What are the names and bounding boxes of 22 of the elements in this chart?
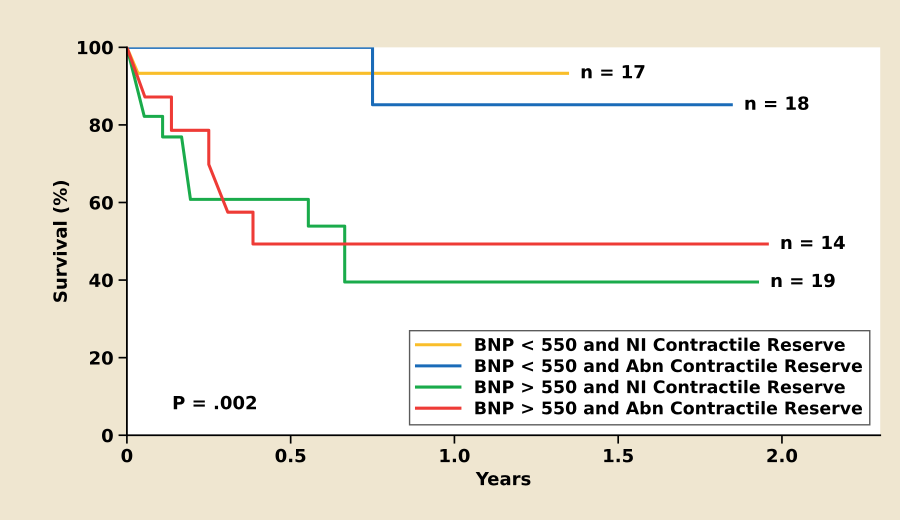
x-tick-label: 0: [121, 448, 132, 462]
y-tick-label: 0: [102, 428, 113, 442]
y-tick-label: 100: [78, 40, 113, 54]
annotation: n = 19: [772, 274, 835, 288]
legend-label: BNP > 550 and NI Contractile Reserve: [475, 380, 845, 394]
y-axis-title: Survival (%): [52, 180, 70, 302]
y-tick-label: 20: [90, 351, 113, 365]
x-tick-label: 2.0: [767, 448, 798, 462]
x-tick-label: 1.5: [604, 448, 633, 462]
annotation: P = .002: [174, 396, 256, 410]
x-tick-label: 0.5: [276, 448, 306, 462]
legend-label: BNP < 550 and NI Contractile Reserve: [475, 338, 845, 352]
annotation: n = 14: [781, 236, 845, 249]
y-tick-label: 80: [90, 118, 113, 132]
y-tick-label: 40: [89, 274, 113, 288]
x-axis-title: Years: [476, 472, 530, 486]
y-tick-label: 60: [90, 196, 113, 210]
annotation: n = 17: [582, 65, 644, 78]
legend-label: BNP > 550 and Abn Contractile Reserve: [475, 401, 862, 415]
legend-label: BNP < 550 and Abn Contractile Reserve: [475, 358, 862, 372]
annotation: n = 18: [745, 96, 808, 110]
x-tick-label: 1.0: [440, 448, 470, 462]
